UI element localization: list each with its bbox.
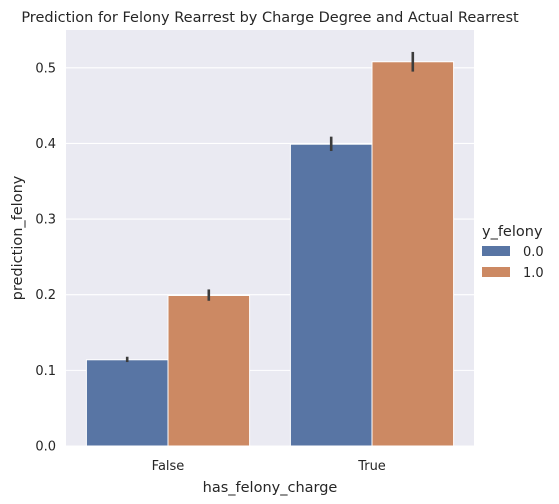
y-tick-label: 0.2 bbox=[35, 288, 56, 303]
y-tick-label: 0.1 bbox=[35, 364, 56, 379]
x-tick-label: True bbox=[357, 459, 386, 474]
legend-label: 1.0 bbox=[523, 266, 544, 281]
x-axis-label: has_felony_charge bbox=[203, 480, 338, 496]
bar-false-1-0 bbox=[167, 294, 251, 447]
legend-swatch bbox=[482, 267, 510, 277]
x-tick-labels: False True bbox=[152, 459, 386, 474]
bars bbox=[85, 61, 455, 447]
y-axis-label: prediction_felony bbox=[10, 175, 26, 300]
y-tick-label: 0.3 bbox=[35, 213, 56, 228]
y-tick-label: 0.4 bbox=[35, 137, 56, 152]
bar-true-0-0 bbox=[289, 143, 373, 447]
y-tick-labels: 0.0 0.1 0.2 0.3 0.4 0.5 bbox=[35, 61, 56, 454]
bar-true-1-0 bbox=[371, 61, 455, 447]
y-tick-label: 0.5 bbox=[35, 61, 56, 76]
y-tick-label: 0.0 bbox=[35, 440, 56, 455]
chart-title: Prediction for Felony Rearrest by Charge… bbox=[21, 10, 519, 26]
x-tick-label: False bbox=[152, 459, 185, 474]
legend-title: y_felony bbox=[482, 224, 543, 240]
bar-false-0-0 bbox=[85, 359, 169, 447]
legend: y_felony 0.0 1.0 bbox=[482, 224, 544, 281]
error-bars bbox=[125, 51, 415, 363]
legend-swatch bbox=[482, 246, 510, 256]
legend-label: 0.0 bbox=[523, 245, 544, 260]
